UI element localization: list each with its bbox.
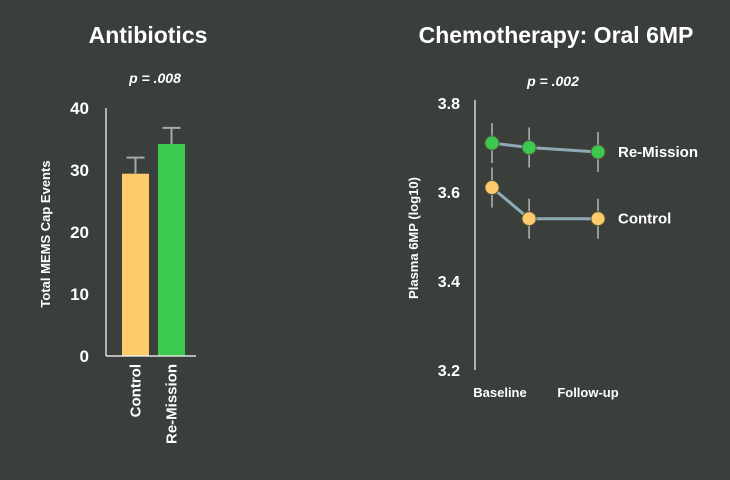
x-tick-label: Baseline (473, 385, 526, 400)
data-point (484, 180, 500, 196)
series-control: Control (484, 167, 671, 239)
data-point (590, 211, 606, 227)
antibiotics-y-ticks: 0 10 20 30 40 (70, 99, 89, 366)
chemotherapy-chart: Chemotherapy: Oral 6MP p = .002 Plasma 6… (406, 22, 698, 400)
series-label: Control (618, 211, 671, 228)
data-point (521, 211, 537, 227)
category-label: Re-Mission (164, 364, 181, 444)
series-label: Re-Mission (618, 144, 698, 161)
y-tick-label: 40 (70, 99, 89, 118)
chemotherapy-x-tick-labels: Baseline Follow-up (473, 385, 618, 400)
chemotherapy-y-axis-label: Plasma 6MP (log10) (406, 177, 421, 299)
series-re-mission: Re-Mission (484, 123, 698, 172)
antibiotics-bars (122, 126, 185, 356)
antibiotics-title: Antibiotics (89, 22, 208, 48)
category-label: Control (128, 364, 145, 417)
chemotherapy-title: Chemotherapy: Oral 6MP (419, 22, 694, 48)
bar-re-mission (158, 143, 185, 356)
series-line (491, 141, 599, 154)
y-tick-label: 3.4 (438, 274, 460, 291)
y-tick-label: 30 (70, 161, 89, 180)
y-tick-label: 3.2 (438, 363, 460, 380)
antibiotics-y-axis-label: Total MEMS Cap Events (38, 160, 53, 307)
y-tick-label: 3.8 (438, 96, 460, 113)
x-tick-label: Follow-up (557, 385, 618, 400)
antibiotics-category-labels: Control Re-Mission (128, 364, 181, 444)
data-point (590, 144, 606, 160)
chemotherapy-series: Re-Mission Control (484, 123, 698, 239)
y-tick-label: 3.6 (438, 185, 460, 202)
series-line (491, 186, 598, 221)
y-tick-label: 0 (80, 347, 89, 366)
data-point (484, 135, 500, 151)
chemotherapy-p-value: p = .002 (526, 73, 579, 89)
antibiotics-chart: Antibiotics p = .008 Total MEMS Cap Even… (38, 22, 207, 444)
y-tick-label: 20 (70, 223, 89, 242)
y-tick-label: 10 (70, 285, 89, 304)
antibiotics-p-value: p = .008 (128, 70, 181, 86)
bar-control (122, 173, 149, 356)
chemotherapy-y-ticks: 3.2 3.4 3.6 3.8 (438, 96, 460, 380)
data-point (521, 140, 537, 155)
